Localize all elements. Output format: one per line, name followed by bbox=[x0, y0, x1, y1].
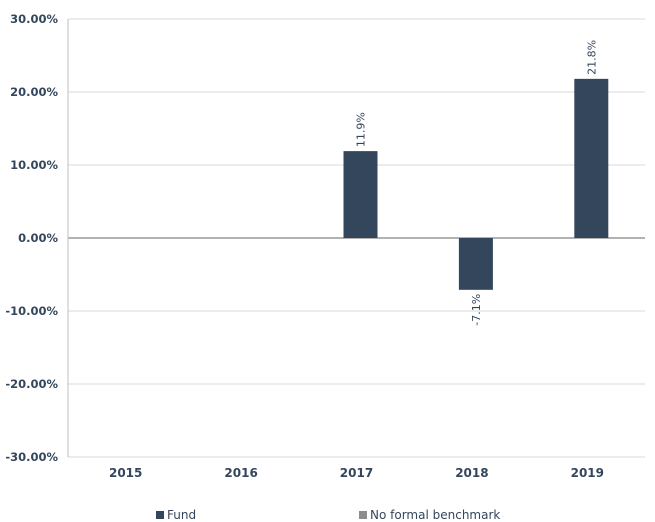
y-tick-label: -30.00% bbox=[5, 450, 58, 464]
data-label: -7.1% bbox=[470, 294, 483, 326]
y-tick-label: -20.00% bbox=[5, 377, 58, 391]
x-tick-label: 2017 bbox=[340, 466, 373, 480]
data-labels: 11.9% -7.1% 21.8% bbox=[355, 40, 599, 326]
y-tick-label: 30.00% bbox=[10, 12, 58, 26]
y-tick-label: -10.00% bbox=[5, 304, 58, 318]
bars bbox=[343, 78, 609, 290]
legend-item-fund[interactable]: Fund bbox=[156, 508, 196, 522]
bar-fund-2018[interactable] bbox=[458, 238, 493, 290]
legend-label-fund: Fund bbox=[167, 508, 197, 522]
data-label: 11.9% bbox=[355, 112, 368, 147]
y-tick-label: 20.00% bbox=[10, 85, 58, 99]
legend: Fund No formal benchmark bbox=[0, 508, 655, 522]
x-tick-label: 2018 bbox=[455, 466, 488, 480]
x-tick-label: 2015 bbox=[109, 466, 142, 480]
bar-fund-2017[interactable] bbox=[343, 151, 378, 238]
y-tick-label: 10.00% bbox=[10, 158, 58, 172]
legend-swatch-benchmark bbox=[359, 511, 367, 519]
x-axis-ticks: 2015 2016 2017 2018 2019 bbox=[109, 466, 604, 480]
legend-item-no-formal-benchmark[interactable]: No formal benchmark bbox=[359, 508, 500, 522]
bar-fund-2019[interactable] bbox=[574, 78, 609, 238]
y-axis-ticks: 30.00% 20.00% 10.00% 0.00% -10.00% -20.00% -30… bbox=[5, 12, 58, 464]
legend-label-benchmark: No formal benchmark bbox=[370, 508, 501, 522]
data-label: 21.8% bbox=[585, 40, 598, 75]
x-tick-label: 2019 bbox=[571, 466, 604, 480]
legend-swatch-fund bbox=[156, 511, 164, 519]
x-tick-label: 2016 bbox=[224, 466, 257, 480]
y-tick-label: 0.00% bbox=[18, 231, 58, 245]
